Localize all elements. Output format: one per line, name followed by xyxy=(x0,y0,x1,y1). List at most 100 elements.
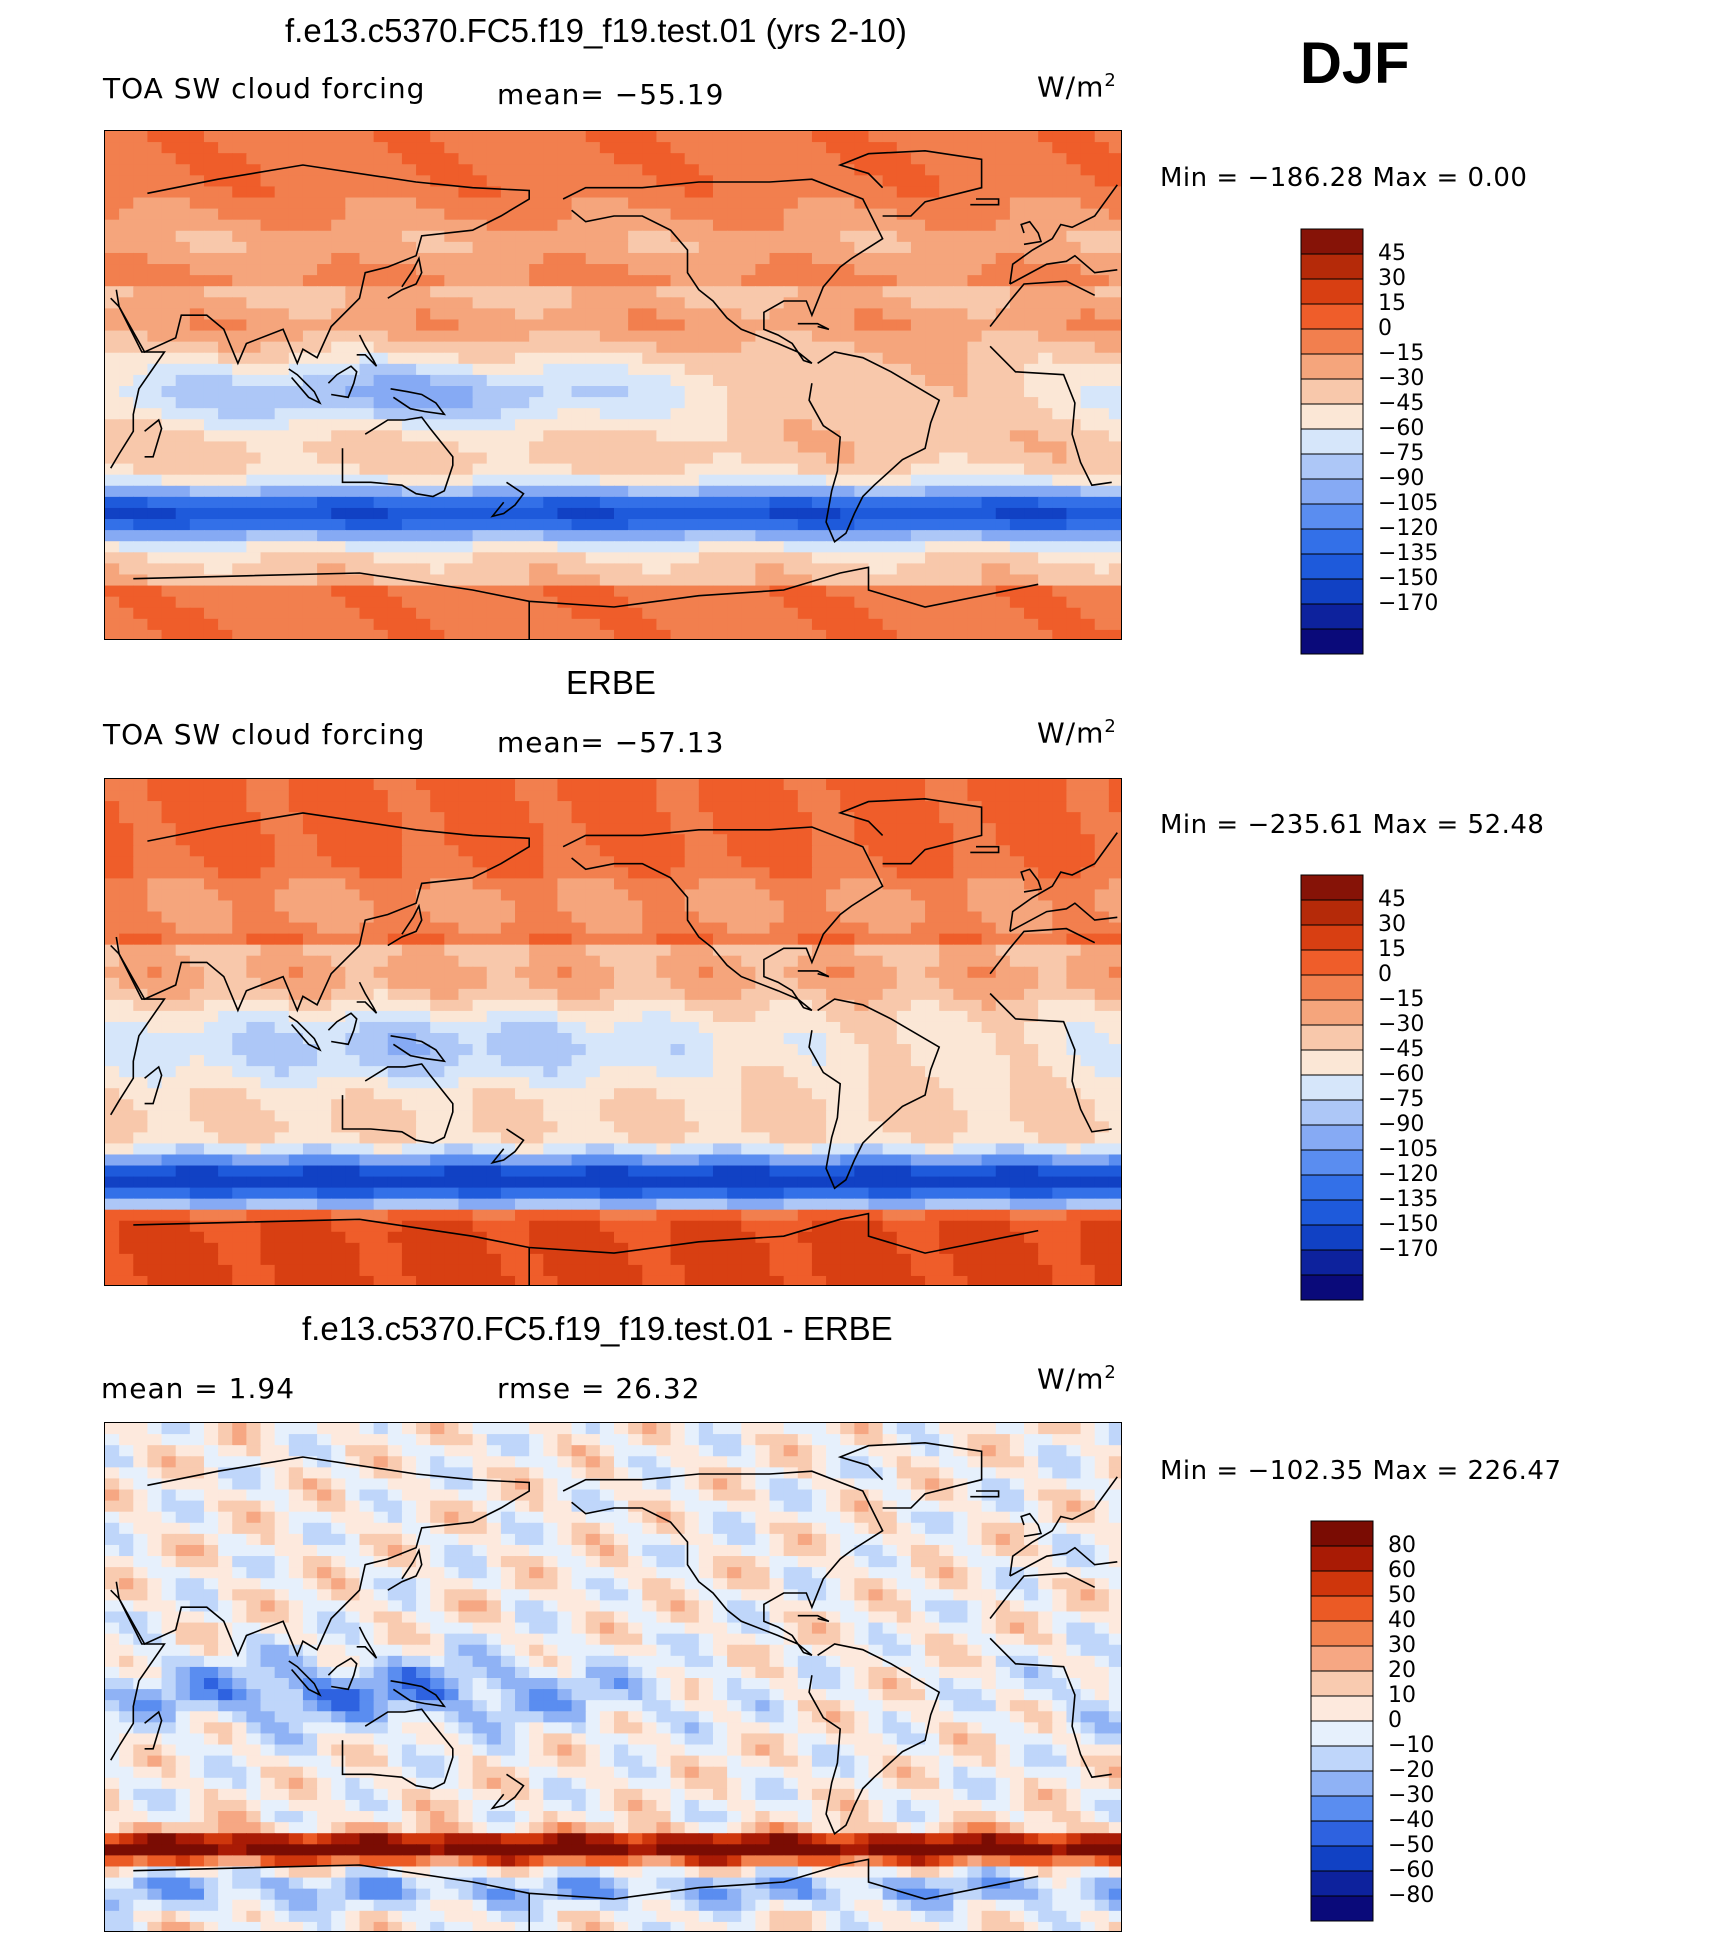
map-cell xyxy=(642,241,658,254)
map-cell xyxy=(557,252,573,265)
map-cell xyxy=(656,319,672,332)
map-cell xyxy=(331,330,346,343)
map-cell xyxy=(1052,496,1068,509)
map-cell xyxy=(670,131,686,143)
map-cell xyxy=(133,153,149,165)
map-cell xyxy=(614,241,629,254)
map-cell xyxy=(515,131,530,143)
map-cell xyxy=(105,823,120,835)
map-cell xyxy=(1080,452,1096,465)
map-cell xyxy=(288,563,304,576)
map-cell xyxy=(939,922,954,935)
map-cell xyxy=(925,999,940,1012)
map-cell xyxy=(416,319,431,332)
map-cell xyxy=(1094,1010,1110,1023)
map-cell xyxy=(175,341,191,354)
map-cell xyxy=(1038,999,1053,1012)
map-cell xyxy=(345,834,361,846)
map-cell xyxy=(642,900,658,913)
map-cell xyxy=(783,275,799,287)
map-cell xyxy=(302,175,318,188)
map-cell xyxy=(500,845,516,857)
map-cell xyxy=(727,352,742,365)
map-cell xyxy=(684,845,700,857)
map-cell xyxy=(882,208,898,221)
map-cell xyxy=(656,264,672,276)
map-cell xyxy=(826,856,841,868)
map-cell xyxy=(1080,944,1096,957)
map-cell xyxy=(373,812,389,824)
map-cell xyxy=(670,275,686,287)
map-cell xyxy=(995,977,1011,990)
map-cell xyxy=(1038,933,1053,946)
map-cell xyxy=(797,463,813,476)
map-cell xyxy=(387,430,403,443)
map-cell xyxy=(642,823,658,835)
map-cell xyxy=(910,596,926,609)
map-cell xyxy=(981,297,997,309)
map-cell xyxy=(529,618,544,631)
map-cell xyxy=(416,164,431,176)
map-cell xyxy=(910,219,926,232)
map-cell xyxy=(755,131,771,143)
map-cell xyxy=(1009,823,1025,835)
map-cell xyxy=(274,530,290,542)
map-cell xyxy=(769,834,785,846)
map-cell xyxy=(288,286,304,298)
map-cell xyxy=(769,933,785,946)
map-cell xyxy=(670,790,686,802)
map-cell xyxy=(599,966,615,979)
map-cell xyxy=(147,219,163,232)
map-cell xyxy=(670,530,686,542)
map-cell xyxy=(684,474,700,487)
map-cell xyxy=(486,297,502,309)
map-cell xyxy=(811,944,827,957)
map-cell xyxy=(500,164,516,176)
map-cell xyxy=(882,563,898,576)
map-cell xyxy=(783,397,799,409)
map-cell xyxy=(274,955,290,968)
map-cell xyxy=(981,933,997,946)
map-cell xyxy=(1038,618,1053,631)
map-cell xyxy=(939,933,954,946)
map-cell xyxy=(967,790,983,802)
map-cell xyxy=(430,779,445,791)
map-cell xyxy=(288,230,304,243)
map-cell xyxy=(302,452,318,465)
map-cell xyxy=(458,955,474,968)
map-cell xyxy=(910,264,926,276)
map-cell xyxy=(486,264,502,276)
map-cell xyxy=(585,319,601,332)
map-cell xyxy=(656,1010,672,1023)
map-cell xyxy=(1009,297,1025,309)
map-cell xyxy=(840,999,855,1012)
map-cell xyxy=(274,801,290,813)
map-cell xyxy=(175,933,191,946)
map-cell xyxy=(246,574,262,587)
map-cell xyxy=(614,596,629,609)
map-cell xyxy=(288,485,304,498)
map-cell xyxy=(1066,988,1082,1001)
map-cell xyxy=(359,208,375,221)
map-cell xyxy=(755,911,771,924)
map-cell xyxy=(755,319,771,332)
map-cell xyxy=(981,485,997,498)
map-cell xyxy=(543,856,559,868)
map-cell xyxy=(486,408,502,420)
map-cell xyxy=(401,352,417,365)
map-cell xyxy=(811,341,827,354)
map-cell xyxy=(1009,999,1025,1012)
map-cell xyxy=(712,834,728,846)
map-cell xyxy=(882,485,898,498)
map-cell xyxy=(486,933,502,946)
map-cell xyxy=(430,463,445,476)
map-cell xyxy=(119,153,134,165)
map-cell xyxy=(189,374,205,387)
map-cell xyxy=(105,408,120,420)
map-cell xyxy=(105,363,120,376)
map-cell xyxy=(684,911,700,924)
map-cell xyxy=(317,164,332,176)
map-cell xyxy=(189,164,205,176)
map-cell xyxy=(953,878,969,891)
map-cell xyxy=(599,977,615,990)
